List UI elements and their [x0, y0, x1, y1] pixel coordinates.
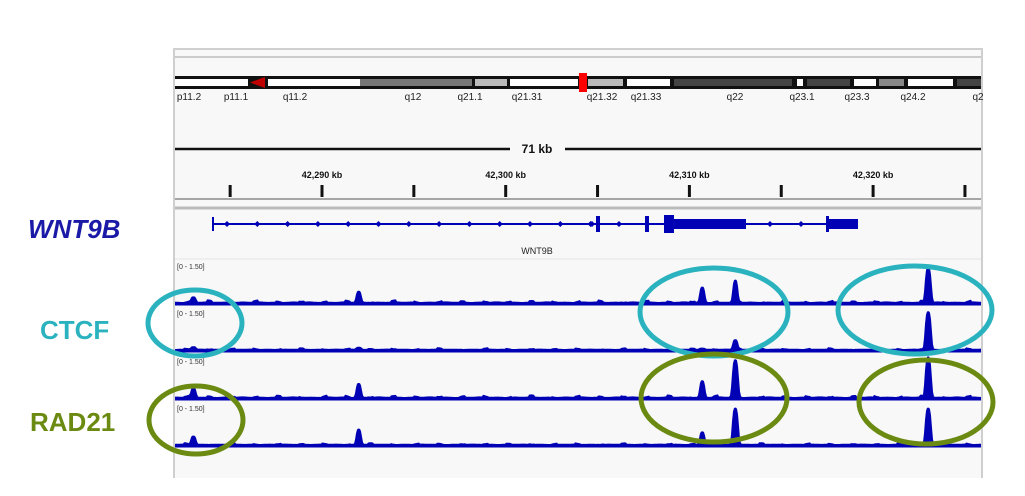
- ctcf-highlight-ellipse: [835, 263, 995, 357]
- band-label: p11.1: [224, 92, 249, 103]
- band-label: q21.33: [631, 92, 662, 103]
- ideogram-band: [879, 79, 904, 86]
- band-label: p11.2: [177, 92, 202, 103]
- gene-exon: [826, 216, 829, 232]
- gene-name: WNT9B: [521, 246, 553, 256]
- strand-arrow-icon: [375, 221, 382, 227]
- strand-arrow-icon: [314, 221, 321, 227]
- band-label: q24.2: [900, 92, 925, 103]
- ctcf-highlight-ellipse: [145, 287, 245, 359]
- strand-arrow-icon: [589, 221, 595, 227]
- ideogram-band: [957, 79, 981, 86]
- strand-arrow-icon: [527, 221, 533, 227]
- track-range-label: [0 - 1.50]: [177, 406, 205, 413]
- strand-arrow-icon: [466, 221, 473, 227]
- strand-arrow-icon: [254, 221, 261, 227]
- band-label: q21.31: [512, 92, 543, 103]
- rad21-highlight-ellipse: [856, 357, 996, 447]
- ideogram-band: [475, 79, 507, 86]
- band-label: q21.32: [587, 92, 618, 103]
- ruler-tick-label: 42,310 kb: [669, 170, 710, 180]
- scale-label: 71 kb: [522, 142, 553, 156]
- ruler-tick-label: 42,290 kb: [302, 170, 343, 180]
- ideogram-band: [510, 79, 578, 86]
- ruler-tick-label: 42,320 kb: [853, 170, 894, 180]
- gene-exon: [596, 216, 600, 232]
- rad21-highlight-ellipse: [146, 383, 246, 457]
- strand-arrow-icon: [436, 221, 443, 227]
- strand-arrow-icon: [767, 221, 773, 227]
- ideogram-band: [807, 79, 850, 86]
- band-label: q23.1: [789, 92, 814, 103]
- band-label: q2: [972, 92, 984, 103]
- ruler-tick-label: 42,300 kb: [485, 170, 526, 180]
- gene-exon: [674, 219, 746, 229]
- current-region-marker: [579, 73, 587, 92]
- ideogram-band: [627, 79, 670, 86]
- strand-arrow-icon: [557, 221, 564, 227]
- rad21-highlight-ellipse: [638, 351, 790, 445]
- strand-arrow-icon: [496, 221, 503, 227]
- strand-arrow-icon: [798, 221, 804, 227]
- band-label: q12: [405, 92, 422, 103]
- strand-arrow-icon: [345, 221, 352, 227]
- ctcf-label: CTCF: [40, 315, 110, 345]
- band-label: q22: [727, 92, 744, 103]
- band-label: q21.1: [457, 92, 482, 103]
- ideogram-band: [674, 79, 792, 86]
- gene-exon: [645, 216, 649, 232]
- ctcf-highlight-ellipse: [637, 265, 791, 359]
- track-range-label: [0 - 1.50]: [177, 264, 205, 271]
- gene-exon: [664, 215, 674, 233]
- gene-label-wnt9b: WNT9B: [28, 214, 121, 244]
- ideogram-band: [797, 79, 803, 86]
- gene-exon: [828, 219, 858, 229]
- ideogram-band: [588, 79, 623, 86]
- ideogram-band: [175, 79, 248, 86]
- strand-arrow-icon: [405, 221, 412, 227]
- ideogram-band: [268, 79, 360, 86]
- ideogram-band: [360, 79, 472, 86]
- ideogram-band: [854, 79, 876, 86]
- strand-arrow-icon: [284, 221, 291, 227]
- band-label: q11.2: [283, 92, 308, 103]
- signal-track-ctcf: [175, 311, 981, 351]
- signal-track-ctcf: [175, 267, 981, 304]
- igv-panel: [173, 48, 983, 478]
- band-label: q23.3: [844, 92, 869, 103]
- track-range-label: [0 - 1.50]: [177, 311, 205, 318]
- strand-arrow-icon: [224, 221, 230, 227]
- rad21-label: RAD21: [30, 407, 116, 437]
- track-range-label: [0 - 1.50]: [177, 359, 205, 366]
- centromere-icon: [250, 77, 265, 88]
- strand-arrow-icon: [616, 221, 622, 227]
- ideogram-band: [908, 79, 953, 86]
